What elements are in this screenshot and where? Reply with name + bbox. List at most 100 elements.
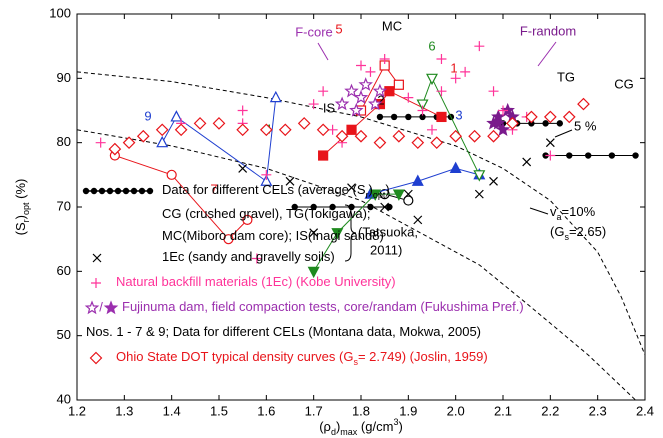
x-tick-label: 1.7 xyxy=(305,403,323,418)
y-tick-label: 60 xyxy=(57,263,71,278)
point xyxy=(403,189,413,199)
y-tick-label: 50 xyxy=(57,327,71,342)
arrow xyxy=(317,42,329,61)
x-axis-title-part: ) xyxy=(398,419,402,434)
point xyxy=(344,83,359,98)
series-label: MC xyxy=(382,18,402,33)
point xyxy=(212,117,226,130)
point xyxy=(84,300,100,315)
point xyxy=(261,169,272,180)
point xyxy=(166,169,177,180)
point xyxy=(373,136,387,150)
point xyxy=(392,129,406,143)
point xyxy=(380,202,390,212)
x-tick-label: 1.4 xyxy=(163,403,181,418)
x-axis-title: (ρd)max (g/cm3) xyxy=(319,417,403,437)
series-line xyxy=(370,167,480,195)
point xyxy=(236,123,250,137)
legend-text: Natural backfill materials (1Ec) (Kobe U… xyxy=(116,274,396,289)
point xyxy=(384,86,395,97)
y-tick-label: 40 xyxy=(57,391,71,406)
point xyxy=(309,228,319,238)
series-label: 5 xyxy=(335,21,342,36)
source-note: (Tatsuoka, xyxy=(358,224,418,239)
series-line xyxy=(313,193,399,272)
x-axis-title-part: (ρ xyxy=(319,419,331,434)
point xyxy=(318,150,329,161)
point xyxy=(82,187,90,195)
point xyxy=(174,123,188,137)
point xyxy=(566,152,573,159)
point xyxy=(632,152,639,159)
point xyxy=(403,195,414,206)
point xyxy=(498,105,508,116)
legend-text-part: Natural backfill materials (1Ec) (Kobe U… xyxy=(116,274,396,289)
point xyxy=(335,129,349,143)
point xyxy=(285,176,295,186)
point xyxy=(146,187,154,195)
point xyxy=(348,203,355,211)
saturation-curve xyxy=(77,129,636,400)
point xyxy=(468,129,481,143)
x-axis-title-part: 3 xyxy=(393,417,398,427)
point xyxy=(122,187,130,195)
point xyxy=(426,73,438,86)
series-label: IS xyxy=(323,100,336,115)
point xyxy=(318,86,329,97)
point xyxy=(365,66,376,77)
point xyxy=(487,129,500,143)
point xyxy=(237,105,248,116)
point xyxy=(436,111,447,123)
y-tick-label: 90 xyxy=(57,70,71,85)
point xyxy=(543,110,557,124)
legend-text: Fujinuma dam, field compaction tests, co… xyxy=(122,299,524,314)
series-label: 1 xyxy=(450,60,457,75)
point xyxy=(436,86,447,97)
point xyxy=(405,113,412,121)
point xyxy=(98,187,106,195)
legend-text-part: Data for different CELs (average (S xyxy=(162,182,366,197)
x-axis-title-part: (g/cm xyxy=(357,419,393,434)
series-line xyxy=(114,155,248,240)
x-tick-label: 1.2 xyxy=(68,403,86,418)
point xyxy=(379,54,390,65)
curve-label-part: =10% xyxy=(562,204,596,219)
series-label: TG xyxy=(557,69,575,84)
curve-label: 5 % xyxy=(574,118,597,133)
point xyxy=(269,90,282,103)
x-tick-label: 2.3 xyxy=(589,403,607,418)
point xyxy=(369,189,382,201)
point xyxy=(354,129,368,143)
series-line xyxy=(422,77,480,176)
point xyxy=(331,228,344,240)
arrow xyxy=(529,207,549,215)
point xyxy=(89,351,103,365)
curve-note-part: =2.65) xyxy=(569,224,606,239)
point xyxy=(427,124,437,135)
point xyxy=(393,79,404,90)
point xyxy=(334,96,350,111)
legend-text: Data for different CELs (average (Sr)opt… xyxy=(162,182,390,200)
point xyxy=(411,174,424,186)
point xyxy=(386,203,393,211)
point xyxy=(562,110,576,124)
series-label: 2 xyxy=(377,92,384,107)
point xyxy=(489,176,498,186)
legend-text-part: Nos. 1 - 7 & 9; Data for different CELs … xyxy=(86,324,481,339)
point xyxy=(92,253,102,263)
point xyxy=(545,150,556,161)
y-axis-title-part: (S xyxy=(13,222,28,235)
curve-label-part: a xyxy=(557,212,562,222)
legend-text: Nos. 1 - 7 & 9; Data for different CELs … xyxy=(86,324,481,339)
point xyxy=(349,102,364,117)
series-label: 7 xyxy=(210,181,217,196)
point xyxy=(95,137,106,148)
point xyxy=(473,170,486,182)
point xyxy=(297,117,311,130)
point xyxy=(372,83,388,98)
point xyxy=(310,203,317,211)
saturation-curve xyxy=(77,71,645,356)
point xyxy=(347,183,356,193)
